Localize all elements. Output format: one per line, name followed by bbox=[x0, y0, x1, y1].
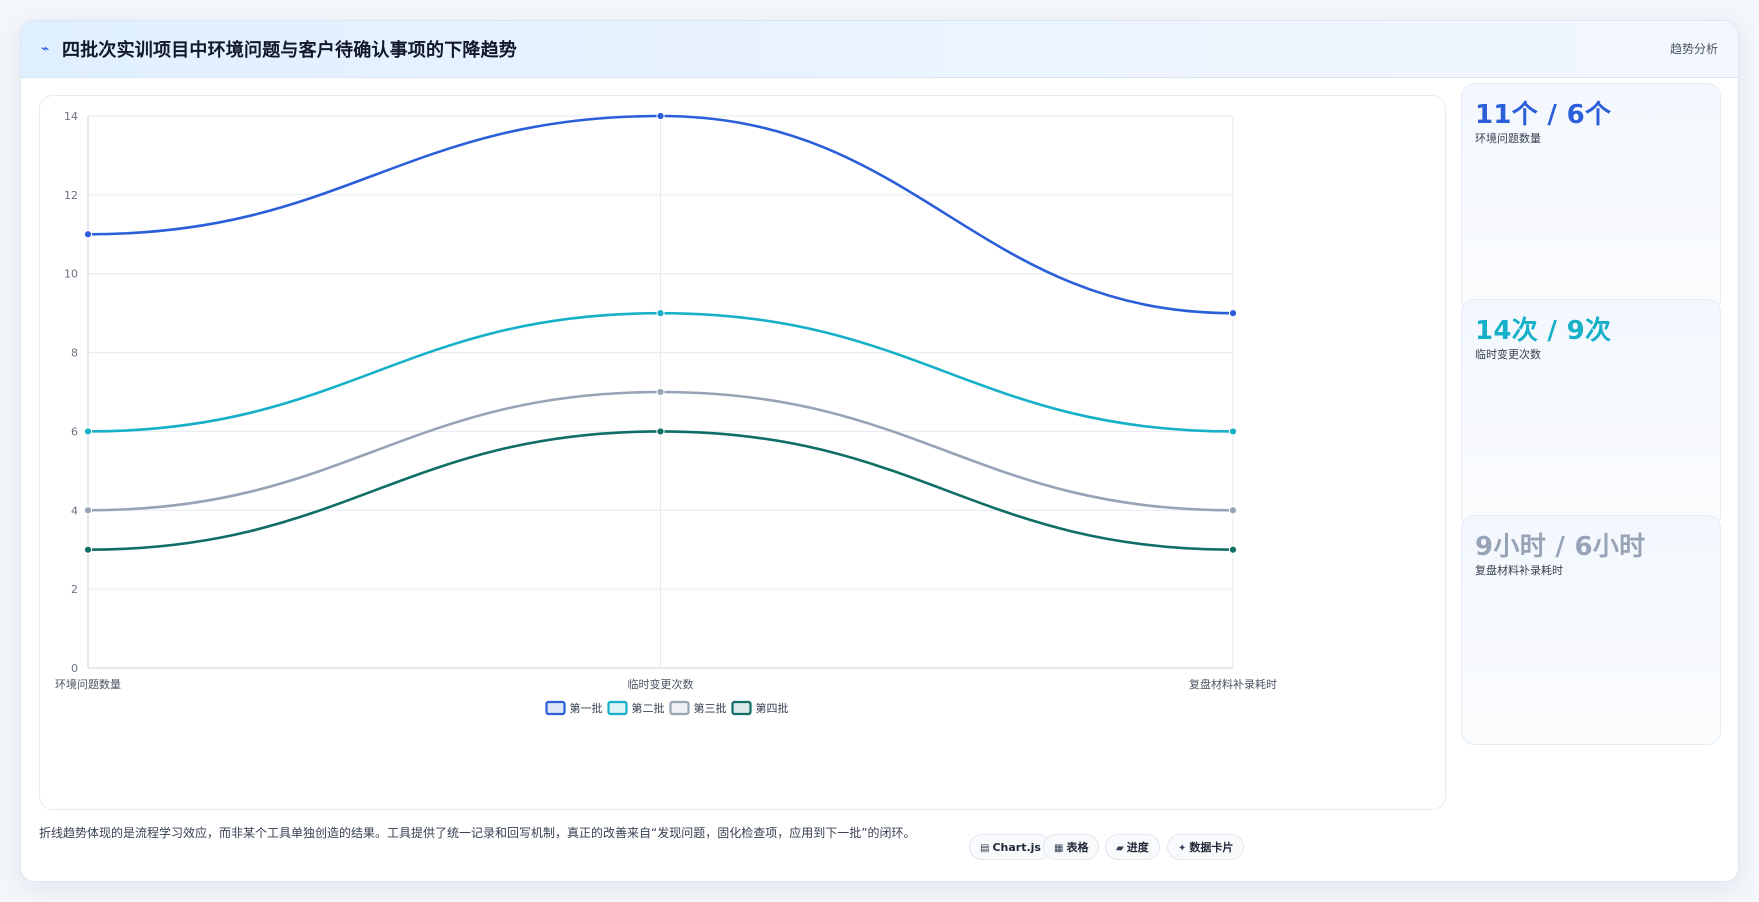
data-point bbox=[83, 545, 93, 554]
legend-swatch bbox=[545, 700, 566, 716]
legend-item: 第一批 bbox=[545, 700, 603, 716]
data-point bbox=[83, 230, 93, 239]
y-tick-label: 14 bbox=[64, 110, 78, 123]
chip-label: Chart.js bbox=[992, 841, 1041, 854]
kpi-value: 9小时 / 6小时 bbox=[1475, 532, 1646, 562]
kpi-value: 14次 / 9次 bbox=[1475, 316, 1612, 346]
trend-line-icon: ⌁ bbox=[41, 41, 50, 57]
data-point bbox=[1228, 309, 1238, 318]
x-tick-label: 临时变更次数 bbox=[628, 677, 694, 691]
chip-progress[interactable]: ▰ 进度 bbox=[1105, 834, 1160, 860]
chart-icon: ▤ bbox=[980, 843, 990, 854]
y-tick-label: 4 bbox=[71, 504, 78, 517]
trend-card: ⌁ 四批次实训项目中环境问题与客户待确认事项的下降趋势 趋势分析 0 2 4 6 8 10… bbox=[20, 20, 1739, 882]
table-icon: ▦ bbox=[1054, 843, 1064, 854]
card-header: ⌁ 四批次实训项目中环境问题与客户待确认事项的下降趋势 趋势分析 bbox=[21, 21, 1738, 78]
y-tick-label: 6 bbox=[71, 425, 78, 438]
legend-label: 第一批 bbox=[570, 701, 603, 715]
chip-chartjs[interactable]: ▤ Chart.js bbox=[969, 834, 1052, 860]
data-point bbox=[83, 506, 93, 515]
kpi-value: 11个 / 6个 bbox=[1475, 100, 1612, 130]
page-title: 四批次实训项目中环境问题与客户待确认事项的下降趋势 bbox=[62, 40, 517, 61]
legend-label: 第四批 bbox=[756, 701, 789, 715]
chip-label: 表格 bbox=[1066, 841, 1089, 854]
chip-label: 进度 bbox=[1126, 841, 1149, 854]
data-point bbox=[656, 309, 665, 318]
kpi-label: 临时变更次数 bbox=[1475, 348, 1541, 361]
legend-item: 第四批 bbox=[731, 700, 789, 716]
legend-swatch bbox=[731, 700, 752, 716]
legend-swatch bbox=[669, 700, 690, 716]
kpi-label: 环境问题数量 bbox=[1475, 132, 1541, 145]
legend-item: 第二批 bbox=[607, 700, 665, 716]
data-point bbox=[1228, 427, 1238, 436]
line-chart: 0 2 4 6 8 10 12 14 环境问题数量 临时变更次数 复盘材料补录耗时 第一批 第二批 第三… bbox=[55, 110, 1277, 716]
y-tick-label: 2 bbox=[71, 583, 78, 596]
data-point bbox=[83, 427, 93, 436]
chip-data-cards[interactable]: ✦ 数据卡片 bbox=[1167, 834, 1245, 860]
kpi-card-temp-changes: 14次 / 9次 临时变更次数 bbox=[1461, 299, 1721, 529]
header-tag: 趋势分析 bbox=[1669, 42, 1718, 56]
kpi-label: 复盘材料补录耗时 bbox=[1475, 564, 1563, 577]
sparkle-icon: ✦ bbox=[1178, 843, 1187, 854]
chip-table[interactable]: ▦ 表格 bbox=[1043, 834, 1100, 860]
chip-label: 数据卡片 bbox=[1189, 841, 1234, 854]
legend-item: 第三批 bbox=[669, 700, 727, 716]
y-tick-label: 8 bbox=[71, 347, 78, 360]
legend-label: 第三批 bbox=[694, 701, 727, 715]
chart-panel: 0 2 4 6 8 10 12 14 环境问题数量 临时变更次数 复盘材料补录耗时 第一批 第二批 第三… bbox=[39, 95, 1446, 810]
y-tick-label: 0 bbox=[71, 662, 78, 675]
footer-note: 折线趋势体现的是流程学习效应，而非某个工具单独创造的结果。工具提供了统一记录和回… bbox=[39, 826, 916, 840]
y-tick-label: 10 bbox=[64, 268, 78, 281]
data-point bbox=[1228, 506, 1238, 515]
data-point bbox=[656, 387, 665, 397]
progress-icon: ▰ bbox=[1116, 843, 1124, 854]
kpi-card-review-hours: 9小时 / 6小时 复盘材料补录耗时 bbox=[1461, 515, 1721, 745]
legend-swatch bbox=[607, 700, 628, 716]
data-point bbox=[1228, 545, 1238, 554]
y-tick-label: 12 bbox=[64, 189, 78, 202]
data-point bbox=[656, 111, 665, 121]
x-tick-label: 环境问题数量 bbox=[55, 677, 121, 691]
x-tick-label: 复盘材料补录耗时 bbox=[1189, 677, 1277, 691]
kpi-card-env-issues: 11个 / 6个 环境问题数量 bbox=[1461, 83, 1721, 313]
data-point bbox=[656, 427, 665, 436]
legend-label: 第二批 bbox=[632, 701, 665, 715]
